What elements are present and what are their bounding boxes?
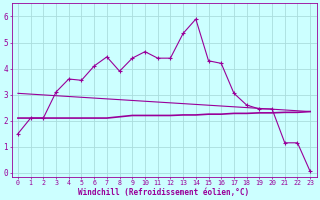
- X-axis label: Windchill (Refroidissement éolien,°C): Windchill (Refroidissement éolien,°C): [78, 188, 250, 197]
